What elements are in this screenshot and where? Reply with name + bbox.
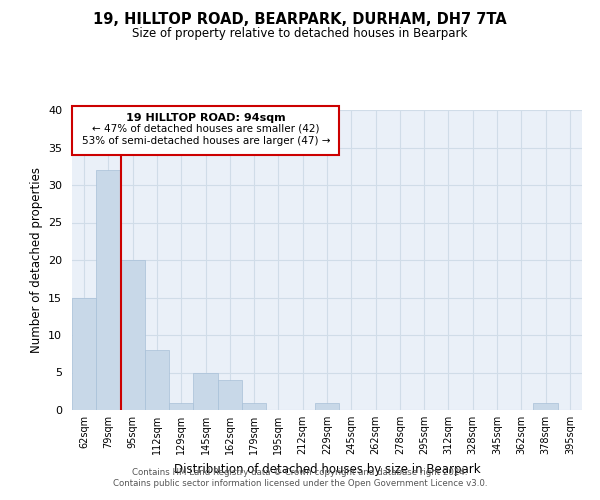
Text: 19, HILLTOP ROAD, BEARPARK, DURHAM, DH7 7TA: 19, HILLTOP ROAD, BEARPARK, DURHAM, DH7 …	[93, 12, 507, 28]
Bar	[121, 260, 145, 410]
X-axis label: Distribution of detached houses by size in Bearpark: Distribution of detached houses by size …	[173, 462, 481, 475]
Bar	[242, 402, 266, 410]
Text: ← 47% of detached houses are smaller (42): ← 47% of detached houses are smaller (42…	[92, 124, 320, 134]
Bar	[72, 298, 96, 410]
Text: 19 HILLTOP ROAD: 94sqm: 19 HILLTOP ROAD: 94sqm	[126, 113, 286, 123]
Text: Contains HM Land Registry data © Crown copyright and database right 2024.
Contai: Contains HM Land Registry data © Crown c…	[113, 468, 487, 487]
FancyBboxPatch shape	[73, 106, 339, 155]
Y-axis label: Number of detached properties: Number of detached properties	[29, 167, 43, 353]
Bar	[533, 402, 558, 410]
Bar	[145, 350, 169, 410]
Bar	[169, 402, 193, 410]
Text: Size of property relative to detached houses in Bearpark: Size of property relative to detached ho…	[133, 28, 467, 40]
Bar	[315, 402, 339, 410]
Bar	[96, 170, 121, 410]
Bar	[218, 380, 242, 410]
Text: 53% of semi-detached houses are larger (47) →: 53% of semi-detached houses are larger (…	[82, 136, 330, 146]
Bar	[193, 372, 218, 410]
